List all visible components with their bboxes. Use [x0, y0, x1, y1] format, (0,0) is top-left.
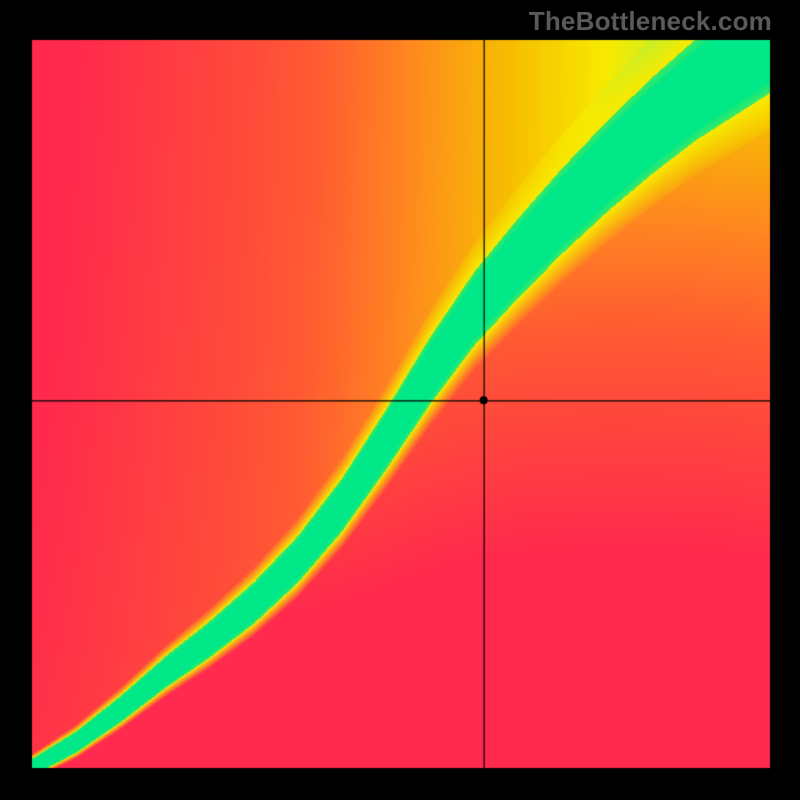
watermark-text: TheBottleneck.com [529, 6, 772, 37]
chart-container: TheBottleneck.com [0, 0, 800, 800]
bottleneck-heatmap-canvas [0, 0, 800, 800]
